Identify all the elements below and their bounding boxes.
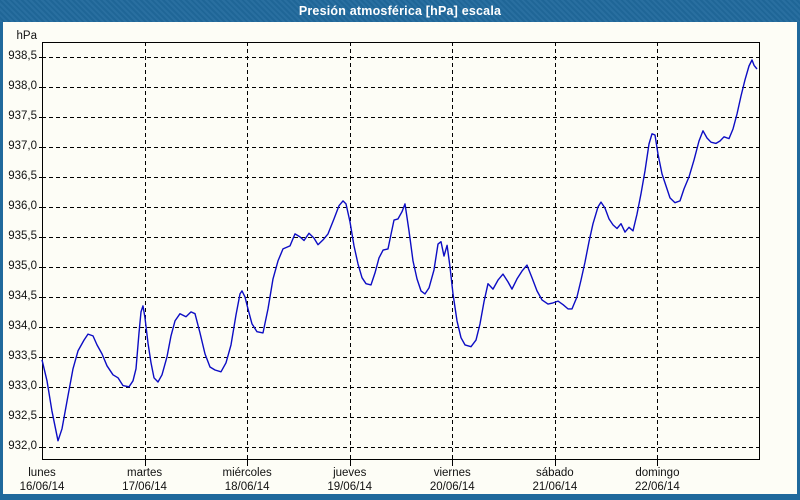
x-tick-label: sábado 21/06/14: [503, 466, 607, 494]
day-name-label: jueves: [333, 467, 367, 479]
y-tick-label: 933,0: [8, 380, 37, 393]
pressure-line: [41, 59, 758, 442]
x-tick-label: martes 17/06/14: [93, 466, 197, 494]
y-tick-label: 937,5: [8, 110, 37, 123]
y-tick-label: 933,5: [8, 350, 37, 363]
y-tick-label: 935,5: [8, 230, 37, 243]
y-tick-label: 934,0: [8, 320, 37, 333]
y-tick-label: 932,0: [8, 440, 37, 453]
day-date-label: 20/06/14: [429, 481, 475, 493]
day-date-label: 19/06/14: [327, 481, 373, 493]
y-tick-label: 938,5: [8, 50, 37, 63]
plot-area: [39, 42, 760, 466]
day-name-label: martes: [126, 467, 163, 479]
y-axis-unit-label: hPa: [16, 30, 37, 42]
x-tick-label: lunes 16/06/14: [0, 466, 94, 494]
day-date-label: 17/06/14: [122, 481, 167, 493]
day-name-label: viernes: [433, 467, 471, 479]
day-name-label: lunes: [28, 467, 56, 479]
y-tick-label: 934,5: [8, 290, 37, 303]
y-tick-label: 938,0: [8, 80, 37, 93]
window-border-bottom: [0, 494, 800, 500]
x-tick-label: jueves 19/06/14: [298, 466, 402, 494]
day-date-label: 18/06/14: [224, 481, 270, 493]
day-date-label: 22/06/14: [635, 481, 680, 493]
window-border-right: [797, 22, 800, 500]
y-tick-label: 936,0: [8, 200, 37, 213]
y-tick-label: 936,5: [8, 170, 37, 183]
day-name-label: domingo: [635, 467, 680, 479]
y-tick-label: 935,0: [8, 260, 37, 273]
day-name-label: miércoles: [222, 467, 272, 479]
title-bar: Presión atmosférica [hPa] escala: [0, 0, 800, 22]
plot-border: [42, 42, 760, 460]
x-tick-label: miércoles 18/06/14: [195, 466, 299, 494]
y-tick-label: 932,5: [8, 410, 37, 423]
day-date-label: 21/06/14: [532, 481, 578, 493]
y-tick-label: 937,0: [8, 140, 37, 153]
day-date-label: 16/06/14: [19, 481, 65, 493]
window-border-left: [0, 22, 3, 500]
day-name-label: sábado: [535, 467, 574, 479]
x-tick-label: viernes 20/06/14: [400, 466, 504, 494]
x-tick-label: domingo 22/06/14: [605, 466, 709, 494]
chart-title: Presión atmosférica [hPa] escala: [298, 4, 502, 18]
